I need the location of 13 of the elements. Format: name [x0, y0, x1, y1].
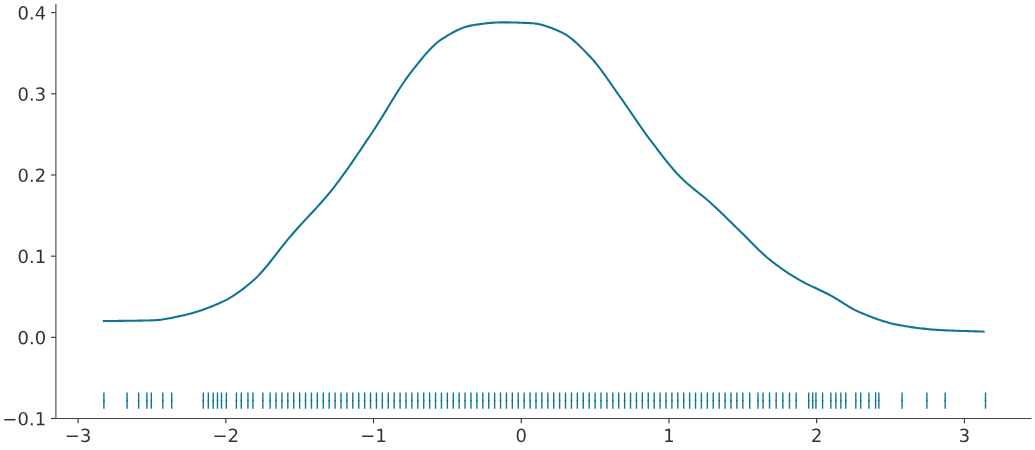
x-tick-label: −2: [214, 428, 238, 442]
y-tick-label: 0.2: [18, 168, 45, 183]
x-tick-label: −3: [66, 428, 90, 443]
x-tick-label: 1: [665, 428, 674, 442]
x-tick-label: 2: [812, 428, 821, 442]
y-tick-label: 0.1: [18, 249, 45, 264]
y-tick-label: 0.3: [18, 87, 45, 101]
x-tick-label: −1: [362, 428, 386, 442]
y-tick-label: 0.4: [18, 6, 46, 20]
y-tick-label: 0.0: [18, 330, 45, 345]
x-tick-label: 3: [960, 428, 969, 443]
x-tick-label: 0: [516, 428, 526, 443]
y-tick-label: −0.1: [4, 411, 45, 426]
